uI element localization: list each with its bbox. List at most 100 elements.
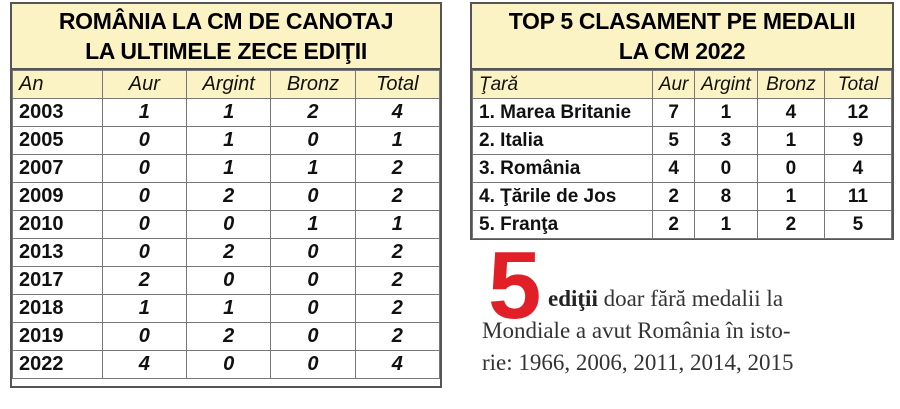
table: An Aur Argint Bronz Total 2003 1 1 2 4 2005 0 1 0 1 200…	[12, 70, 441, 379]
table-cell: 0	[270, 266, 356, 295]
table-cell: 1	[185, 126, 272, 155]
table-cell: 1	[694, 210, 758, 239]
note-bold: ediţii	[548, 286, 598, 311]
table-cell: 4	[756, 98, 825, 127]
table-row: 2017 2 0 0 2	[12, 266, 441, 295]
column-header: Bronz	[270, 70, 356, 99]
table-row: 2003 1 1 2 4	[12, 98, 441, 127]
table-cell: 0	[270, 182, 356, 211]
table-cell: 1	[101, 98, 187, 127]
table-cell: 0	[101, 154, 187, 183]
table-cell: 7	[652, 98, 696, 127]
column-header: Bronz	[756, 70, 825, 99]
table-cell: 2009	[12, 182, 103, 211]
table-row: 3. România 4 0 0 4	[471, 154, 893, 183]
table-cell: 2	[652, 210, 696, 239]
table-cell: 1	[694, 98, 758, 127]
table-cell: 2017	[12, 266, 103, 295]
table-cell: 0	[185, 266, 272, 295]
table-cell: 4	[354, 350, 441, 379]
column-header: Ţară	[471, 70, 654, 99]
table-cell: 2	[354, 154, 441, 183]
table-row: 4. Ţările de Jos 2 8 1 11	[471, 182, 893, 211]
table-cell: 1	[270, 210, 356, 239]
table-cell: 5	[652, 126, 696, 155]
header-row: Ţară Aur Argint Bronz Total	[471, 70, 893, 99]
table-cell: 1	[270, 154, 356, 183]
title-line: LA CM 2022	[618, 38, 746, 64]
table-cell: 1. Marea Britanie	[471, 98, 654, 127]
table-cell: 2	[354, 294, 441, 323]
note-line: ediţii doar fără medalii la	[548, 286, 783, 312]
big-number: 5	[488, 232, 542, 339]
column-header: Argint	[694, 70, 758, 99]
table-cell: 12	[823, 98, 893, 127]
table-cell: 1	[185, 154, 272, 183]
table-cell: 0	[101, 238, 187, 267]
table-cell: 2003	[12, 98, 103, 127]
table-row: 2. Italia 5 3 1 9	[471, 126, 893, 155]
title-line: LA ULTIMELE ZECE EDIŢII	[85, 38, 367, 64]
table-cell: 1	[354, 126, 441, 155]
column-header: An	[12, 70, 103, 99]
title-line: ROMÂNIA LA CM DE CANOTAJ	[58, 8, 394, 34]
table-cell: 2	[354, 266, 441, 295]
note-line: Mondiale a avut România în isto-	[482, 318, 791, 343]
note-line: rie: 1966, 2006, 2011, 2014, 2015	[482, 350, 794, 375]
table-cell: 0	[101, 210, 187, 239]
title-line: TOP 5 CLASAMENT PE MEDALII	[508, 8, 856, 34]
table-cell: 0	[270, 294, 356, 323]
table-row: 5. Franţa 2 1 2 5	[471, 210, 893, 239]
table-row: 2005 0 1 0 1	[12, 126, 441, 155]
right-table: TOP 5 CLASAMENT PE MEDALII LA CM 2022 Ţa…	[470, 2, 894, 240]
table-cell: 0	[101, 322, 187, 351]
table-cell: 0	[756, 154, 825, 183]
table-cell: 2010	[12, 210, 103, 239]
table-cell: 4	[652, 154, 696, 183]
table-cell: 2	[101, 266, 187, 295]
table-cell: 2	[185, 322, 272, 351]
table-row: 1. Marea Britanie 7 1 4 12	[471, 98, 893, 127]
table-row: 2022 4 0 0 4	[12, 350, 441, 379]
table-cell: 0	[185, 210, 272, 239]
column-header: Aur	[652, 70, 696, 99]
table-row: 2013 0 2 0 2	[12, 238, 441, 267]
table-cell: 2018	[12, 294, 103, 323]
table-cell: 2019	[12, 322, 103, 351]
table-cell: 2013	[12, 238, 103, 267]
table-cell: 2. Italia	[471, 126, 654, 155]
table-cell: 0	[694, 154, 758, 183]
table-cell: 1	[756, 126, 825, 155]
column-header: Total	[823, 70, 893, 99]
table-row: 2009 0 2 0 2	[12, 182, 441, 211]
header-row: An Aur Argint Bronz Total	[12, 70, 441, 99]
table-cell: 0	[270, 126, 356, 155]
table-cell: 2	[270, 98, 356, 127]
table-title: ROMÂNIA LA CM DE CANOTAJ LA ULTIMELE ZEC…	[12, 4, 440, 70]
table-cell: 2007	[12, 154, 103, 183]
table-cell: 4	[354, 98, 441, 127]
table-cell: 3. România	[471, 154, 654, 183]
table-cell: 2022	[12, 350, 103, 379]
table-cell: 2	[354, 322, 441, 351]
table-cell: 2	[354, 182, 441, 211]
table-row: 2019 0 2 0 2	[12, 322, 441, 351]
table-cell: 4	[823, 154, 893, 183]
table-cell: 1	[354, 210, 441, 239]
table-cell: 2	[652, 182, 696, 211]
table-row: 2010 0 0 1 1	[12, 210, 441, 239]
table-cell: 11	[823, 182, 893, 211]
table-cell: 0	[270, 238, 356, 267]
table-cell: 8	[694, 182, 758, 211]
left-table: ROMÂNIA LA CM DE CANOTAJ LA ULTIMELE ZEC…	[10, 2, 442, 388]
table-cell: 3	[694, 126, 758, 155]
table-cell: 2	[185, 182, 272, 211]
table-cell: 2	[756, 210, 825, 239]
table-cell: 0	[185, 350, 272, 379]
table-cell: 0	[101, 182, 187, 211]
table-cell: 0	[270, 322, 356, 351]
table-cell: 1	[185, 98, 272, 127]
table-cell: 5. Franţa	[471, 210, 654, 239]
table-cell: 1	[756, 182, 825, 211]
